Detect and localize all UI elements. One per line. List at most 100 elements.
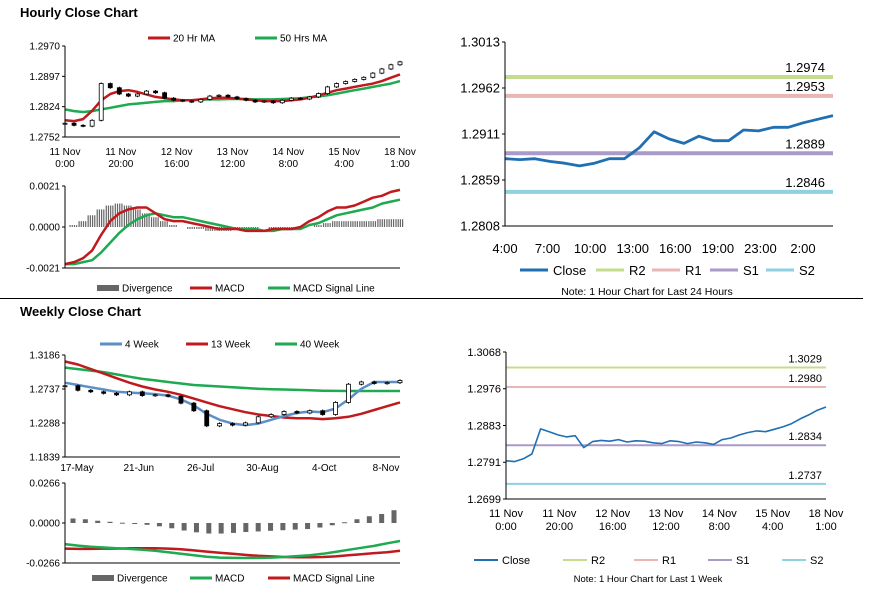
- weekly-1w-xtick-label: 8:00: [709, 521, 730, 533]
- hourly-price-candle-body: [252, 99, 258, 103]
- weekly-1w-xtick-label: 11 Nov: [542, 508, 577, 520]
- hourly-24h-xtick-label: 7:00: [535, 241, 560, 256]
- weekly-divergence-bar: [305, 523, 311, 530]
- weekly-1w-xtick-label: 20:00: [546, 521, 574, 533]
- weekly-1w-xtick-label: 13 Nov: [649, 508, 684, 520]
- legend-24h-s1-label: S1: [743, 263, 759, 278]
- hourly-24h-xtick-label: 2:00: [790, 241, 815, 256]
- weekly-macd-line: [64, 539, 401, 560]
- hourly-price-candle-body: [234, 96, 240, 99]
- weekly-1w-level-label-r2: 1.3029: [788, 354, 822, 366]
- hourly-price-candle-body: [388, 64, 394, 70]
- hourly-24h-xtick-label: 23:00: [744, 241, 777, 256]
- weekly-price-candle-body: [255, 416, 261, 424]
- weekly-divergence-bar: [144, 523, 150, 525]
- weekly-1w-xtick-label: 1:00: [815, 521, 836, 533]
- hourly-24h-xtick-label: 4:00: [492, 241, 517, 256]
- hourly-price-candle-body: [261, 100, 267, 103]
- hourly-price-candle-body: [135, 93, 140, 97]
- weekly-divergence-bar: [95, 520, 101, 523]
- hourly-price-candle-body: [207, 95, 213, 100]
- hourly-price-candle-body: [89, 119, 95, 127]
- weekly-price-candle-body: [178, 395, 184, 404]
- hourly-price-xtick-label: 15 Nov: [328, 147, 360, 158]
- weekly-price-ytick-label: 1.2737: [29, 385, 60, 396]
- hourly-price-candle-body: [307, 96, 312, 100]
- weekly-1w-ytick-label: 1.3068: [467, 347, 501, 359]
- legend-24h-close-label: Close: [553, 263, 586, 278]
- hourly-price-candle-body: [288, 97, 294, 101]
- hourly-price-candle-body: [397, 61, 403, 66]
- weekly-ma40-line: [64, 366, 400, 393]
- weekly-divergence-bar: [280, 523, 286, 531]
- hourly-24h-level-label-s1: 1.2889: [785, 136, 825, 151]
- hourly-ma50-line: [64, 79, 401, 114]
- hourly-24h-level-label-r2: 1.2974: [785, 60, 825, 75]
- legend-4-week-label: 4 Week: [125, 340, 160, 351]
- hourly-price-candle-body: [80, 124, 86, 127]
- hourly-price-candle-body: [125, 93, 131, 97]
- weekly-divergence-bar: [156, 523, 162, 527]
- legend-50hr-ma-label: 50 Hrs MA: [280, 34, 328, 45]
- weekly-price-candle-body: [217, 423, 223, 427]
- hourly-price-ytick-label: 1.2970: [29, 42, 60, 53]
- weekly-price-candle-body: [127, 391, 132, 396]
- hourly-price-candle-body: [162, 92, 167, 99]
- weekly-price-candle-body: [384, 382, 390, 385]
- hourly-price-candle-body: [270, 100, 276, 104]
- weekly-divergence-bar: [82, 519, 88, 523]
- weekly-divergence-bar: [231, 523, 236, 533]
- weekly-divergence-bar: [317, 523, 323, 528]
- hourly-price-candle-body: [171, 97, 177, 101]
- weekly-price-ytick-label: 1.2288: [29, 419, 60, 430]
- weekly-price-candle-body: [75, 385, 81, 391]
- hourly-section-title: Hourly Close Chart: [20, 5, 138, 20]
- hourly-price-candle-body: [279, 99, 285, 104]
- hourly-price-xtick-label: 0:00: [55, 159, 75, 170]
- hourly-price-candle-body: [98, 83, 104, 121]
- legend-1w-r2-label: R2: [591, 555, 605, 567]
- hourly-price-candle-body: [198, 99, 204, 103]
- weekly-ma13-line: [64, 360, 401, 421]
- weekly-1w-xtick-label: 12 Nov: [595, 508, 630, 520]
- legend-1w-close-label: Close: [502, 555, 530, 567]
- weekly-divergence-bar: [193, 523, 199, 533]
- legend-20hr-ma-label: 20 Hr MA: [173, 34, 216, 45]
- weekly-price-candle-body: [230, 423, 235, 426]
- weekly-divergence-bar: [206, 523, 212, 534]
- hourly-24h-close-line: [504, 114, 834, 168]
- weekly-divergence-bar: [366, 516, 372, 523]
- hourly-price-ytick-label: 1.2824: [29, 102, 60, 113]
- weekly-price-candle-body: [101, 391, 107, 394]
- legend-1w-s2-label: S2: [810, 555, 823, 567]
- hourly-24h-level-label-r1: 1.2953: [785, 79, 825, 94]
- hourly-price-candle-body: [352, 78, 358, 82]
- weekly-divergence-bar: [181, 523, 187, 531]
- hourly-24h-level-label-s2: 1.2846: [785, 175, 825, 190]
- weekly-macd-ytick-label: 0.0000: [29, 519, 60, 530]
- hourly-price-candle-body: [243, 98, 249, 101]
- weekly-divergence-bar: [255, 523, 261, 532]
- hourly-price-candle-body: [225, 94, 231, 98]
- weekly-1w-xtick-label: 14 Nov: [702, 508, 737, 520]
- weekly-1w-xtick-label: 15 Nov: [755, 508, 790, 520]
- hourly-price-xtick-label: 20:00: [108, 159, 133, 170]
- legend-24h-s2-label: S2: [799, 263, 815, 278]
- weekly-divergence-bar: [107, 521, 113, 523]
- weekly-1w-ytick-label: 1.2791: [467, 457, 501, 469]
- hourly-price-xtick-label: 11 Nov: [105, 147, 136, 158]
- hourly-24h-xtick-label: 13:00: [616, 241, 649, 256]
- weekly-1w-xtick-label: 16:00: [599, 521, 627, 533]
- hourly-macd-ytick-label: -0.0021: [26, 264, 60, 275]
- weekly-divergence-bar: [391, 510, 397, 523]
- legend-24h-r1-label: R1: [685, 263, 702, 278]
- weekly-price-candle-body: [88, 389, 94, 393]
- hourly-price-candle-body: [216, 94, 222, 97]
- weekly-1w-close-line: [505, 406, 827, 463]
- hourly-macd-line: [64, 188, 401, 266]
- weekly-1w-level-label-s2: 1.2737: [788, 470, 822, 482]
- weekly-divergence-bar: [292, 523, 298, 530]
- weekly-1w-level-label-r1: 1.2980: [788, 373, 822, 385]
- hourly-24h-ytick-label: 1.2859: [460, 173, 500, 188]
- weekly-divergence-bar: [268, 523, 274, 531]
